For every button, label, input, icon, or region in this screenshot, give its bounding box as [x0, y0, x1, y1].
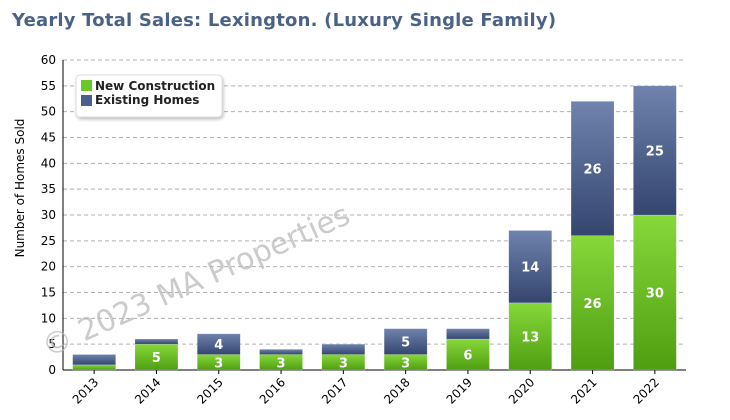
- data-label: 3: [214, 356, 223, 371]
- bar-new-construction-2020: [508, 302, 552, 371]
- x-tick-label: 2020: [506, 375, 537, 406]
- x-tick-label: 2018: [381, 375, 412, 406]
- bar-new-construction-2022: [633, 214, 677, 371]
- y-tick-label: 25: [41, 234, 56, 248]
- x-tick-label: 2013: [70, 375, 101, 406]
- bar-existing-homes-2019: [446, 328, 490, 340]
- y-tick-label: 45: [41, 131, 56, 145]
- x-tick-label: 2014: [132, 375, 163, 406]
- x-tick-label: 2017: [319, 375, 350, 406]
- y-tick-label: 40: [41, 156, 56, 170]
- bar-existing-homes-2016: [259, 349, 303, 355]
- bar-existing-homes-2020: [508, 230, 552, 304]
- bar-new-construction-2019: [446, 338, 490, 371]
- data-label: 25: [646, 144, 664, 159]
- data-label: 6: [463, 349, 472, 364]
- legend-swatch-existing-homes: [81, 95, 92, 106]
- bar-existing-homes-2014: [134, 338, 179, 345]
- bar-existing-homes-2013: [72, 354, 116, 366]
- bar-existing-homes-2018: [383, 328, 428, 355]
- y-axis-label: Number of Homes Sold: [13, 119, 27, 258]
- bar-existing-homes-2022: [633, 85, 677, 216]
- data-label: 14: [521, 261, 539, 276]
- y-tick-label: 20: [41, 260, 56, 274]
- y-tick-label: 10: [41, 311, 56, 325]
- y-tick-label: 30: [41, 208, 56, 222]
- bar-new-construction-2013: [72, 364, 116, 371]
- data-label: 3: [401, 356, 410, 371]
- x-tick-label: 2022: [630, 375, 661, 406]
- bar-new-construction-2021: [570, 235, 615, 371]
- bar-existing-homes-2017: [321, 343, 366, 355]
- legend-box: [75, 74, 223, 118]
- y-tick-label: 60: [41, 53, 56, 67]
- data-label: 30: [646, 287, 664, 302]
- data-label: 3: [339, 356, 348, 371]
- x-tick-label: 2015: [194, 375, 225, 406]
- data-label: 5: [152, 351, 161, 366]
- data-label: 4: [214, 338, 223, 353]
- data-label: 26: [584, 297, 602, 312]
- data-label: 26: [584, 163, 602, 178]
- data-label: 13: [521, 330, 539, 345]
- y-tick-label: 0: [48, 363, 56, 377]
- bar-existing-homes-2021: [570, 101, 615, 236]
- legend: New Construction Existing Homes: [75, 74, 223, 118]
- x-tick-label: 2019: [444, 375, 475, 406]
- bar-existing-homes-2015: [197, 333, 241, 355]
- y-tick-label: 15: [41, 286, 56, 300]
- watermark: © 2023 MA Properties: [37, 198, 355, 365]
- x-tick-label: 2021: [568, 375, 599, 406]
- data-label: 3: [277, 356, 286, 371]
- y-tick-label: 50: [41, 105, 56, 119]
- bars: 5 3 4 3 3 3 5 6 13 14 26 26 30 25: [72, 85, 677, 371]
- legend-swatch-new-construction: [81, 80, 92, 91]
- y-tick-label: 35: [41, 182, 56, 196]
- data-label: 5: [401, 336, 410, 351]
- chart-title: Yearly Total Sales: Lexington. (Luxury S…: [12, 10, 557, 31]
- legend-label-new-construction: New Construction: [95, 79, 215, 93]
- y-tick-label: 5: [48, 337, 56, 351]
- x-tick-label: 2016: [257, 375, 288, 406]
- legend-label-existing-homes: Existing Homes: [95, 93, 199, 107]
- y-tick-label: 55: [41, 79, 56, 93]
